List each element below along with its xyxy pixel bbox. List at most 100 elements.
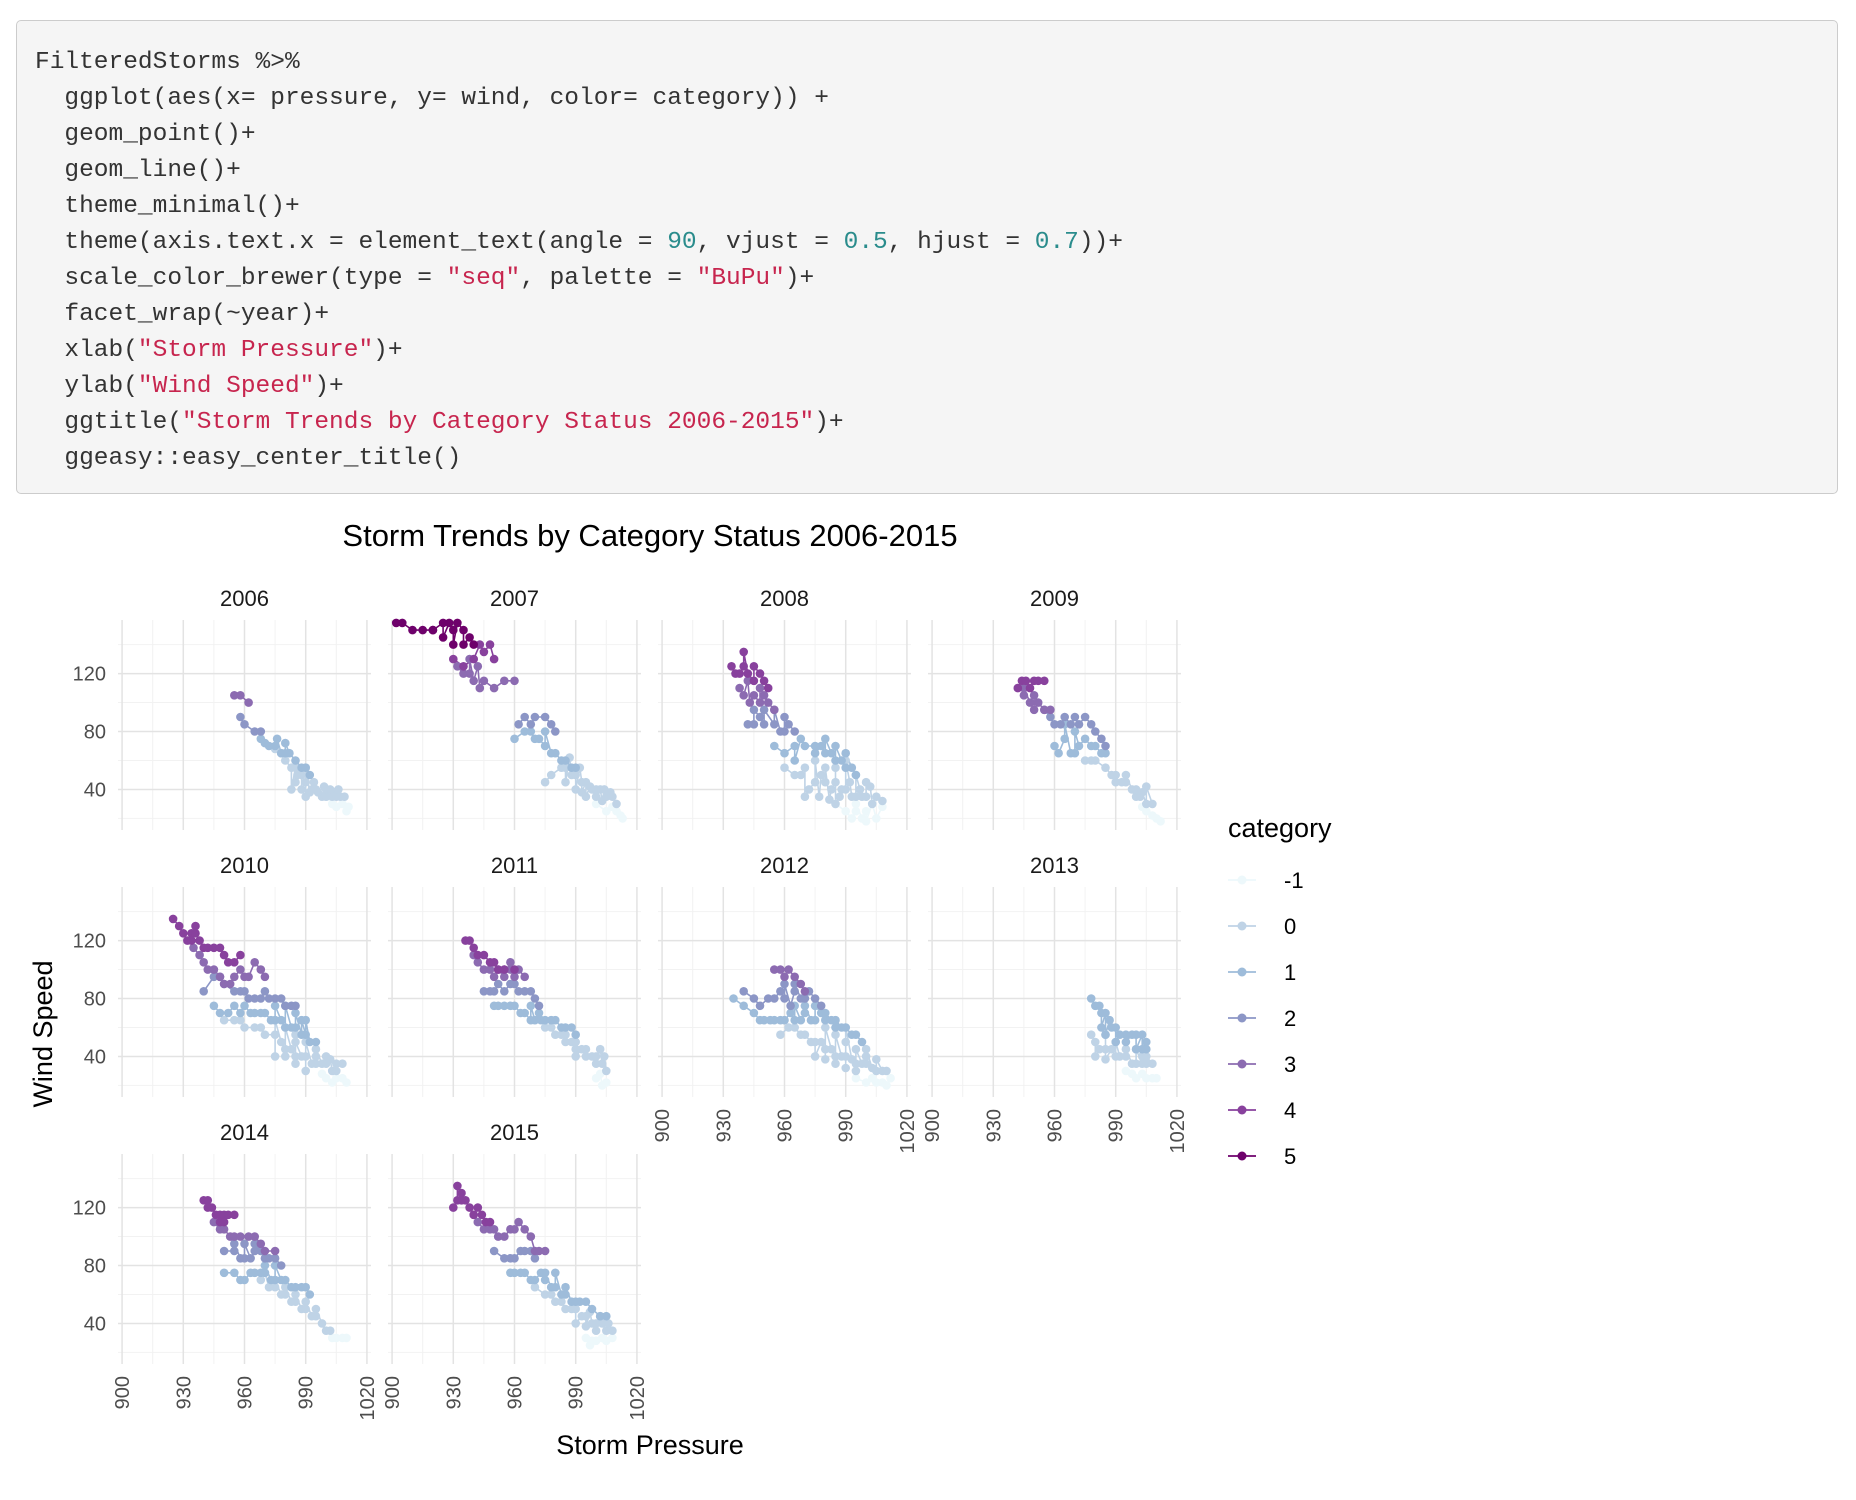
data-point bbox=[1025, 698, 1035, 707]
data-point bbox=[230, 1239, 239, 1249]
data-point bbox=[332, 802, 341, 812]
data-point bbox=[861, 777, 871, 787]
data-point bbox=[759, 691, 769, 700]
code-number: 0.5 bbox=[843, 229, 888, 256]
data-point bbox=[297, 785, 306, 794]
data-point bbox=[230, 987, 239, 996]
data-point bbox=[230, 1246, 239, 1256]
data-point bbox=[246, 1254, 255, 1263]
legend-key-point bbox=[1237, 1105, 1247, 1115]
data-point bbox=[612, 799, 621, 809]
data-point bbox=[230, 1268, 239, 1278]
data-point bbox=[1101, 763, 1110, 772]
data-point bbox=[526, 1001, 536, 1011]
data-point bbox=[739, 662, 748, 671]
data-point bbox=[479, 647, 489, 657]
data-point bbox=[311, 1037, 321, 1047]
data-point bbox=[540, 1275, 550, 1285]
data-point bbox=[270, 1254, 280, 1263]
data-point bbox=[770, 965, 779, 974]
data-point bbox=[291, 1052, 300, 1061]
data-point bbox=[1121, 777, 1131, 787]
data-point bbox=[240, 1023, 249, 1032]
data-point bbox=[510, 1254, 519, 1263]
data-point bbox=[577, 788, 587, 797]
data-point bbox=[551, 1297, 560, 1306]
data-point bbox=[540, 1268, 550, 1278]
code-token: facet_wrap(~year)+ bbox=[35, 301, 330, 328]
data-point bbox=[281, 1290, 290, 1299]
code-number: 0.7 bbox=[1034, 229, 1079, 256]
data-point bbox=[831, 1015, 840, 1025]
data-point bbox=[1121, 1044, 1131, 1054]
data-point bbox=[230, 1015, 239, 1025]
data-point bbox=[600, 1052, 609, 1061]
data-point bbox=[861, 1078, 871, 1087]
data-point bbox=[851, 799, 861, 809]
data-point bbox=[800, 1001, 810, 1011]
x-tick-label: 990 bbox=[566, 1376, 588, 1409]
data-point bbox=[1101, 741, 1110, 751]
y-tick-label: 120 bbox=[73, 1198, 106, 1220]
data-point bbox=[510, 1268, 519, 1278]
data-point bbox=[520, 1246, 529, 1256]
data-point bbox=[571, 1044, 580, 1054]
data-point bbox=[855, 785, 865, 794]
data-point bbox=[581, 1297, 591, 1306]
data-point bbox=[270, 1015, 280, 1025]
data-point bbox=[602, 1066, 611, 1076]
data-point bbox=[260, 1030, 270, 1039]
facet-strip-label: 2014 bbox=[220, 1120, 269, 1145]
data-point bbox=[847, 763, 857, 772]
code-string: "Storm Pressure" bbox=[137, 337, 374, 364]
data-point bbox=[571, 1037, 580, 1047]
data-point bbox=[861, 792, 871, 801]
data-point bbox=[276, 994, 286, 1003]
data-point bbox=[199, 987, 208, 996]
data-point bbox=[338, 1059, 347, 1068]
data-point bbox=[861, 1044, 871, 1054]
data-point bbox=[1029, 691, 1039, 700]
data-point bbox=[1080, 756, 1090, 765]
code-string: "Storm Trends by Category Status 2006-20… bbox=[182, 409, 815, 436]
data-point bbox=[804, 785, 814, 794]
data-point bbox=[203, 965, 213, 974]
data-point bbox=[571, 1304, 580, 1314]
data-point bbox=[534, 1246, 544, 1256]
data-point bbox=[837, 756, 846, 765]
data-point bbox=[540, 777, 550, 787]
data-point bbox=[256, 965, 266, 974]
data-point bbox=[790, 979, 799, 989]
legend: category -1 0 1 2 3 4 5 bbox=[1228, 813, 1332, 1169]
data-point bbox=[851, 1066, 861, 1076]
data-point bbox=[215, 972, 225, 982]
data-point bbox=[438, 633, 448, 642]
data-point bbox=[459, 669, 468, 678]
data-point bbox=[250, 1268, 259, 1278]
data-point bbox=[334, 785, 343, 794]
data-point bbox=[1121, 1052, 1131, 1061]
data-point bbox=[1033, 698, 1043, 707]
data-point bbox=[790, 741, 799, 751]
data-point bbox=[882, 1066, 891, 1076]
data-point bbox=[344, 802, 353, 812]
data-point bbox=[236, 691, 245, 700]
data-point bbox=[851, 770, 861, 780]
data-point bbox=[1115, 1052, 1125, 1061]
data-point bbox=[1074, 741, 1084, 751]
data-point bbox=[493, 965, 503, 974]
data-point bbox=[776, 1030, 785, 1039]
data-point bbox=[236, 712, 245, 722]
legend-label: 2 bbox=[1284, 1006, 1296, 1031]
code-block: FilteredStorms %>% ggplot(aes(x= pressur… bbox=[16, 20, 1838, 494]
data-point bbox=[831, 756, 840, 765]
data-point bbox=[477, 1210, 487, 1220]
data-point bbox=[530, 1282, 540, 1292]
code-token: , vjust = bbox=[696, 229, 844, 256]
data-point bbox=[591, 1052, 601, 1061]
data-point bbox=[1111, 1037, 1120, 1047]
data-point bbox=[236, 1008, 245, 1018]
data-point bbox=[453, 618, 462, 628]
legend-label: -1 bbox=[1284, 868, 1304, 893]
data-point bbox=[223, 958, 233, 967]
